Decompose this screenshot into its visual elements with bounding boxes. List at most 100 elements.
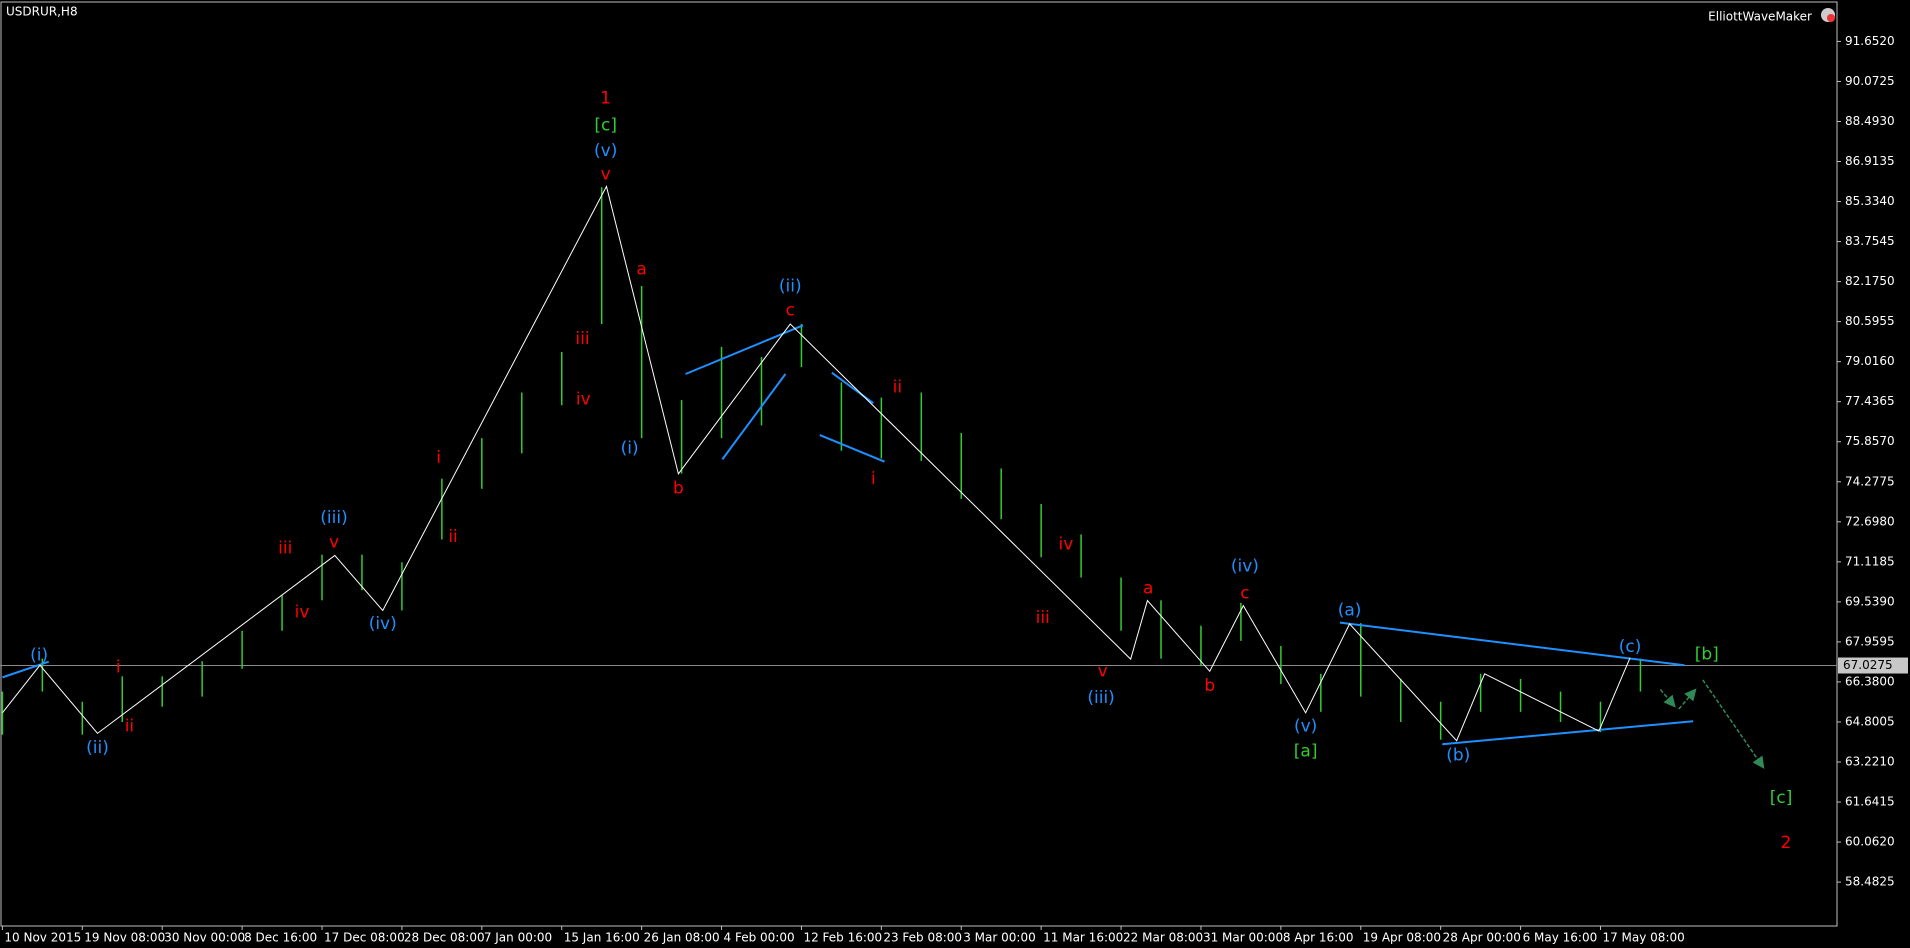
wave-label: (c) xyxy=(1619,637,1642,657)
wave-label: i xyxy=(436,448,441,468)
indicator-icon xyxy=(1821,8,1835,22)
wave-label: a xyxy=(636,259,646,279)
y-tick-label: 69.5390 xyxy=(1845,594,1895,608)
wave-label: iii xyxy=(278,538,292,558)
wave-label: v xyxy=(329,532,339,552)
wave-label: c xyxy=(786,301,795,321)
wave-label: ii xyxy=(893,377,902,397)
y-tick-label: 58.4825 xyxy=(1845,875,1895,889)
projection-arrow xyxy=(1678,688,1697,710)
x-tick-label: 31 Mar 00:00 xyxy=(1203,931,1283,945)
trend-line xyxy=(819,434,885,463)
x-tick-label: 11 Mar 16:00 xyxy=(1043,931,1123,945)
wave-label: 2 xyxy=(1780,833,1791,853)
wave-label: iv xyxy=(295,603,310,623)
y-tick-label: 90.0725 xyxy=(1845,74,1895,88)
x-tick-label: 19 Nov 08:00 xyxy=(84,931,165,945)
wave-label: i xyxy=(116,658,121,678)
wave-label: ii xyxy=(125,716,134,736)
wave-label: v xyxy=(601,164,611,184)
wave-label: [c] xyxy=(1770,788,1793,808)
wave-label: (i) xyxy=(621,439,639,459)
chart-title: USDRUR,H8 xyxy=(6,5,78,19)
y-tick-label: 60.0620 xyxy=(1845,835,1895,849)
x-tick-label: 3 Mar 00:00 xyxy=(963,931,1036,945)
wave-label: i xyxy=(871,469,876,489)
wave-label: ii xyxy=(448,527,457,547)
x-tick-label: 6 May 16:00 xyxy=(1523,931,1598,945)
y-tick-label: 79.0160 xyxy=(1845,354,1895,368)
wave-label: 1 xyxy=(600,89,611,109)
wave-line xyxy=(2,185,1631,742)
y-tick-label: 61.6415 xyxy=(1845,795,1895,809)
x-tick-label: 19 Apr 08:00 xyxy=(1363,931,1441,945)
wave-label: (iv) xyxy=(1231,557,1259,577)
wave-label: (iii) xyxy=(1087,688,1114,708)
wave-label: (iv) xyxy=(369,614,397,634)
x-tick-label: 8 Apr 16:00 xyxy=(1283,931,1354,945)
x-tick-label: 26 Jan 08:00 xyxy=(644,931,720,945)
wave-label: c xyxy=(1240,583,1249,603)
wave-label: a xyxy=(1143,578,1153,598)
x-tick-label: 8 Dec 16:00 xyxy=(244,931,317,945)
y-tick-label: 63.2210 xyxy=(1845,754,1895,768)
x-tick-label: 17 Dec 08:00 xyxy=(324,931,405,945)
wave-label: [b] xyxy=(1695,644,1719,664)
y-tick-label: 91.6520 xyxy=(1845,34,1895,48)
wave-label: (ii) xyxy=(86,738,109,758)
trend-line xyxy=(2,660,50,679)
wave-label: iv xyxy=(1059,535,1074,555)
y-tick-label: 80.5955 xyxy=(1845,314,1895,328)
wave-label: (b) xyxy=(1446,745,1470,765)
y-tick-label: 75.8570 xyxy=(1845,434,1895,448)
y-tick-label: 72.6980 xyxy=(1845,514,1895,528)
wave-label: (ii) xyxy=(779,276,802,296)
wave-label: (v) xyxy=(1294,716,1317,736)
x-tick-label: 10 Nov 2015 xyxy=(4,931,81,945)
y-tick-label: 86.9135 xyxy=(1845,154,1895,168)
x-tick-label: 28 Apr 00:00 xyxy=(1443,931,1521,945)
indicator-name: ElliottWaveMaker xyxy=(1708,10,1812,24)
wave-label: (v) xyxy=(594,141,617,161)
x-tick-label: 4 Feb 00:00 xyxy=(724,931,795,945)
wave-label: iii xyxy=(575,329,589,349)
wave-label: b xyxy=(673,479,684,499)
x-tick-label: 12 Feb 16:00 xyxy=(803,931,882,945)
wave-label: iii xyxy=(1036,608,1050,628)
wave-label: b xyxy=(1204,676,1215,696)
current-price-tag xyxy=(1838,657,1908,674)
wave-label: v xyxy=(1098,661,1108,681)
x-tick-label: 28 Dec 08:00 xyxy=(404,931,485,945)
plot-frame xyxy=(0,1,1838,927)
trend-line xyxy=(1339,621,1685,667)
current-price-label: 67.0275 xyxy=(1843,658,1893,672)
wave-label: (iii) xyxy=(320,508,347,528)
trend-line xyxy=(1442,720,1694,746)
y-tick-label: 85.3340 xyxy=(1845,194,1895,208)
y-tick-label: 64.8005 xyxy=(1845,714,1895,728)
x-tick-label: 7 Jan 00:00 xyxy=(484,931,552,945)
x-tick-label: 30 Nov 00:00 xyxy=(164,931,245,945)
y-tick-label: 77.4365 xyxy=(1845,394,1895,408)
y-tick-label: 74.2775 xyxy=(1845,474,1895,488)
y-tick-label: 82.1750 xyxy=(1845,274,1895,288)
wave-label: iv xyxy=(576,390,591,410)
y-tick-label: 66.3800 xyxy=(1845,674,1895,688)
x-tick-label: 17 May 08:00 xyxy=(1602,931,1684,945)
y-tick-label: 67.9595 xyxy=(1845,634,1895,648)
wave-label: [c] xyxy=(594,116,617,136)
y-tick-label: 71.1185 xyxy=(1845,554,1895,568)
x-tick-label: 22 Mar 08:00 xyxy=(1123,931,1203,945)
projection-arrow xyxy=(1659,689,1676,708)
x-tick-label: 23 Feb 08:00 xyxy=(883,931,962,945)
trend-line xyxy=(721,373,787,460)
x-tick-label: 15 Jan 16:00 xyxy=(564,931,640,945)
wave-label: (i) xyxy=(30,646,48,666)
wave-label: [a] xyxy=(1294,742,1318,762)
y-tick-label: 83.7545 xyxy=(1845,234,1895,248)
wave-label: (a) xyxy=(1338,600,1362,620)
y-tick-label: 88.4930 xyxy=(1845,114,1895,128)
